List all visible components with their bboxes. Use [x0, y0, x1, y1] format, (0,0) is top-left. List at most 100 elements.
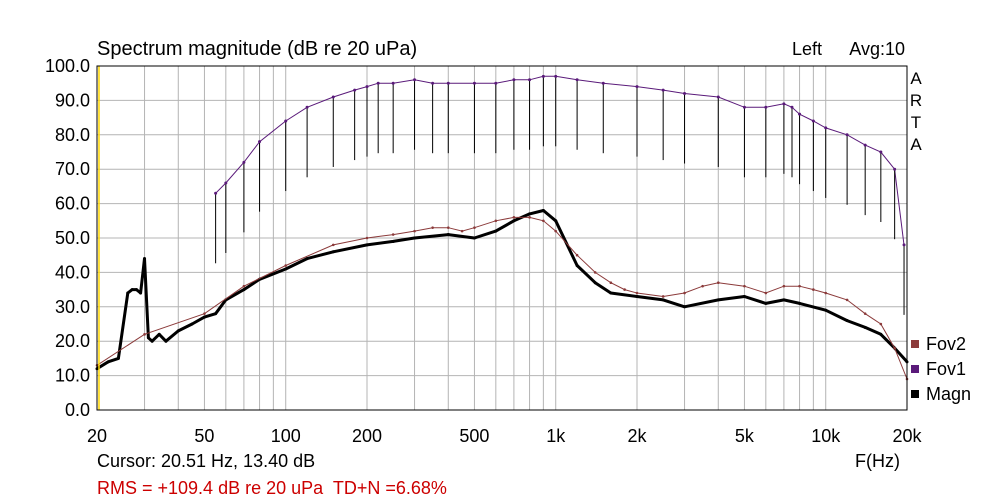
- x-axis-tick-labels: 20 50 100 200 500 1k 2k 5k 10k 20k: [87, 426, 923, 446]
- series-fov1-point: [305, 105, 309, 109]
- series-fov1-point: [214, 191, 218, 195]
- x-tick-label: 10k: [811, 426, 841, 446]
- series-fov2-point: [798, 284, 801, 288]
- series-magn-point: [143, 257, 147, 261]
- series-magn-point: [146, 336, 150, 340]
- y-tick-label: 90.0: [55, 90, 90, 110]
- y-axis-tick-labels: 0.0 10.0 20.0 30.0 40.0 50.0 60.0 70.0 80.0 90.0 1…: [45, 56, 90, 420]
- series-magn-point: [609, 291, 613, 295]
- series-fov1-point: [683, 92, 687, 96]
- series-fov1-point: [284, 119, 288, 123]
- series-magn-point: [214, 312, 218, 316]
- series-fov2-point: [609, 281, 613, 285]
- series-fov1-point: [391, 81, 395, 85]
- series-fov1-point: [902, 243, 906, 247]
- series-fov1-point: [661, 88, 665, 92]
- series-fov1-point: [413, 78, 417, 82]
- series-fov2-point: [528, 216, 531, 219]
- series-fov1-point: [472, 81, 476, 85]
- x-tick-label: 500: [459, 426, 489, 446]
- series-magn-point: [798, 301, 802, 305]
- series-fov2-point: [446, 226, 450, 229]
- series-fov1-point: [879, 150, 883, 154]
- series-fov2-point: [542, 219, 545, 223]
- series-magn-point: [512, 219, 516, 223]
- series-magn-point: [413, 236, 417, 240]
- series-fov2-point: [143, 333, 146, 336]
- rms-readout: RMS = +109.4 dB re 20 uPa TD+N =6.68%: [97, 478, 447, 498]
- y-tick-label: 50.0: [55, 228, 90, 248]
- series-magn-point: [150, 339, 154, 343]
- series-fov2-point: [331, 243, 335, 247]
- series-fov2-point: [635, 291, 639, 295]
- series-magn-point: [391, 239, 395, 243]
- brand-letter: A: [910, 69, 922, 88]
- series-fov1-point: [893, 167, 897, 171]
- series-fov1-point: [811, 119, 815, 123]
- legend-swatch: [911, 340, 919, 348]
- series-fov2-point: [863, 312, 867, 315]
- legend: Fov2 Fov1 Magn: [911, 334, 971, 404]
- series-fov1-point: [635, 85, 639, 89]
- y-tick-label: 10.0: [55, 366, 90, 386]
- series-fov2-point: [743, 284, 746, 288]
- series-magn-point: [554, 219, 558, 223]
- series-fov1-point: [798, 112, 802, 116]
- x-tick-label: 20k: [892, 426, 922, 446]
- series-magn-point: [116, 356, 120, 360]
- series-fov1-point: [446, 81, 450, 85]
- series-fov2-point: [623, 288, 626, 291]
- series-fov2-point: [391, 233, 395, 236]
- series-magn-point: [106, 360, 110, 364]
- series-fov1-point: [575, 78, 579, 82]
- chart-title: Spectrum magnitude (dB re 20 uPa): [97, 38, 417, 60]
- channel-label: Left: [792, 39, 822, 59]
- series-magn-point: [863, 325, 867, 329]
- series-fov1-point: [353, 88, 357, 92]
- series-fov2-point: [365, 236, 369, 240]
- series-fov1-point: [331, 95, 335, 99]
- series-magn-point: [541, 208, 545, 212]
- series-fov2-point: [716, 281, 720, 285]
- series-magn-point: [845, 319, 849, 323]
- series-magn-point: [635, 294, 639, 298]
- x-tick-label: 1k: [546, 426, 566, 446]
- series-magn-point: [824, 308, 828, 312]
- series-fov1-point: [224, 181, 228, 185]
- x-tick-label: 100: [271, 426, 301, 446]
- series-magn-point: [446, 233, 450, 237]
- series-magn-point: [190, 322, 194, 326]
- x-tick-label: 50: [194, 426, 214, 446]
- series-fov1-line: [215, 75, 905, 245]
- series-magn-point: [164, 339, 168, 343]
- x-axis-label: F(Hz): [855, 451, 900, 471]
- y-tick-label: 40.0: [55, 262, 90, 282]
- series-fov2-point: [284, 264, 288, 267]
- series-fov2-point: [661, 295, 665, 298]
- series-magn-point: [331, 250, 335, 254]
- series-fov1-point: [494, 81, 498, 85]
- series-magn-point: [126, 291, 130, 295]
- series-fov2-point: [593, 271, 597, 274]
- series-magn-point: [139, 291, 143, 295]
- series-fov1-point: [782, 102, 786, 106]
- series-fov1-point: [716, 95, 720, 99]
- series-fov2-point: [879, 322, 883, 326]
- series-fov1-point: [365, 85, 369, 89]
- series-magn-point: [661, 298, 665, 302]
- legend-label: Fov2: [926, 334, 966, 354]
- series-magn-point: [593, 281, 597, 285]
- y-tick-label: 30.0: [55, 297, 90, 317]
- series-fov1-point: [845, 133, 849, 137]
- series-magn-point: [782, 298, 786, 302]
- plot-frame: [96, 65, 908, 411]
- series-magn-point: [716, 298, 720, 302]
- series-magn-point: [879, 332, 883, 336]
- series-fov2-point: [242, 284, 246, 288]
- series-fov2-point: [460, 229, 464, 233]
- legend-label: Fov1: [926, 359, 966, 379]
- series-fov1-point: [431, 81, 435, 85]
- legend-swatch: [911, 390, 919, 398]
- series-fov2-point: [413, 229, 416, 233]
